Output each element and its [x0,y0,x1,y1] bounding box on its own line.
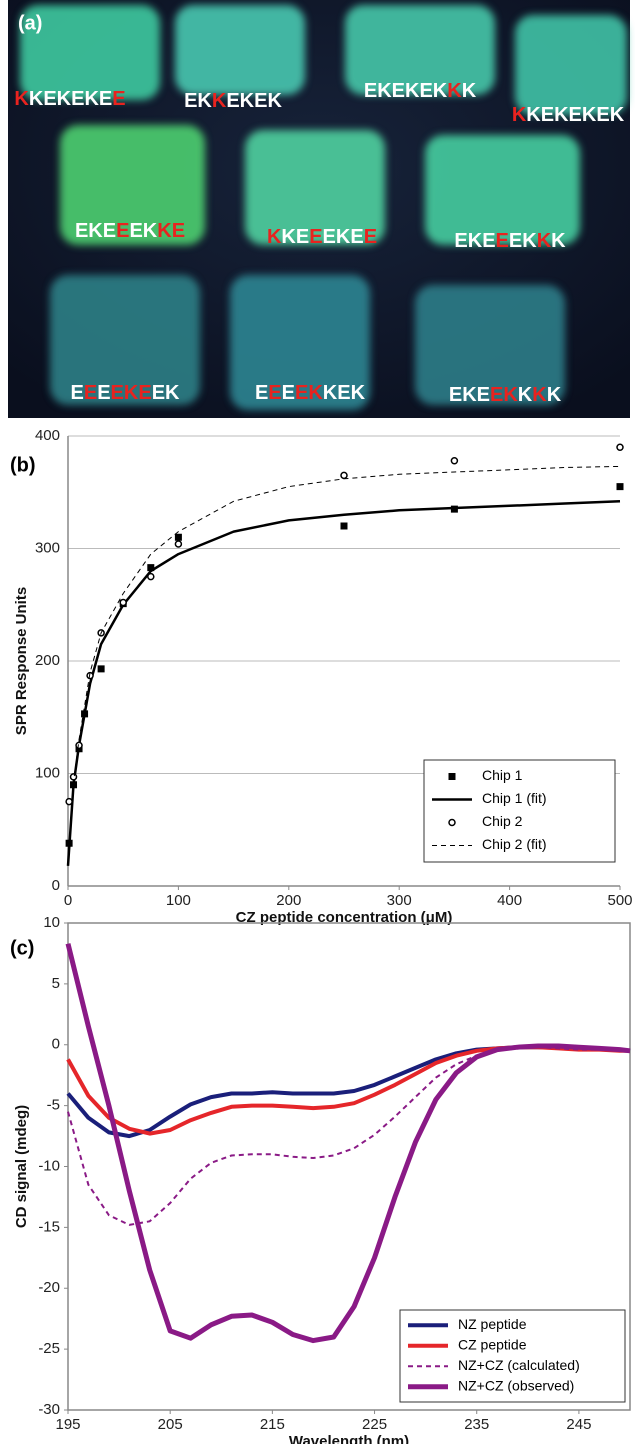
legend-box [423,759,616,863]
colony-label: EKEEEKKE [75,220,185,242]
y-tick-label: -10 [38,1157,60,1174]
x-tick-label: 225 [362,1416,387,1433]
y-tick-label: -5 [47,1097,60,1114]
colony-label: EKEKEKKK [364,80,477,102]
y-tick-label: 5 [52,975,60,992]
colony [345,5,495,95]
legend-label: CZ peptide [458,1336,527,1352]
y-tick-label: -30 [38,1401,60,1418]
panel-label: (c) [10,937,34,959]
x-tick-label: 0 [64,892,72,909]
point [174,533,182,541]
legend-label: NZ peptide [458,1316,527,1332]
colony-label: EKEEKKKK [449,384,562,406]
y-tick-label: 0 [52,1036,60,1053]
colony [515,15,627,115]
colony [175,5,305,95]
point [86,671,94,680]
colony-label: EKKEKEK [184,90,282,112]
colony [245,130,385,245]
panel-label: (b) [10,454,36,476]
legend-label: NZ+CZ (observed) [458,1377,574,1393]
line [67,465,621,866]
y-tick-label: 200 [35,652,60,669]
y-axis-label: CD signal (mdeg) [13,1105,30,1228]
legend-label: Chip 1 (fit) [482,790,547,806]
y-tick-label: -20 [38,1279,60,1296]
point [69,773,78,781]
point [147,564,155,572]
y-tick-label: -15 [38,1218,60,1235]
line [67,1046,630,1226]
point [340,522,348,530]
legend-swatch [448,773,456,780]
legend-label: Chip 2 (fit) [482,836,547,852]
x-tick-label: 200 [276,892,301,909]
legend-label: Chip 1 [482,767,523,783]
colony-label: EEEEKEEK [71,382,181,404]
colony [50,275,200,405]
x-tick-label: 400 [497,892,522,909]
point [450,457,459,465]
y-axis-label: SPR Response Units [13,587,30,735]
colony [60,125,205,245]
x-tick-label: 215 [260,1416,285,1433]
point [174,540,183,548]
colony-label: EKEEEKKK [454,230,566,252]
x-axis-label: CZ peptide concentration (μM) [236,909,453,926]
point [616,443,624,451]
x-tick-label: 195 [55,1416,80,1433]
point [65,797,73,806]
point [119,598,127,607]
x-tick-label: 100 [166,892,191,909]
panel-label: (a) [18,12,42,34]
colonies [20,5,627,410]
line [65,943,631,1344]
x-tick-label: 205 [158,1416,183,1433]
point [75,741,83,750]
colony [415,285,565,405]
line [66,500,621,866]
y-tick-label: 300 [35,539,60,556]
x-axis-label: Wavelength (nm) [289,1433,409,1444]
point [616,483,624,491]
colony-label: EEEEKKEK [255,382,366,404]
x-tick-label: 235 [464,1416,489,1433]
y-tick-label: 10 [43,914,60,931]
y-tick-label: 100 [35,764,60,781]
colony [230,275,370,410]
colony-label: KKEEEKEE [267,226,377,248]
colony-label: KKEKEKEE [14,88,125,110]
colony-label: KKEKEKEK [512,104,625,126]
legend-label: Chip 2 [482,813,523,829]
y-tick-label: 0 [52,877,60,894]
point [147,572,155,581]
legend-swatch [448,818,456,827]
x-tick-label: 500 [607,892,632,909]
colony [425,135,580,245]
y-tick-label: 400 [35,427,60,444]
point [97,665,105,673]
point [340,471,348,480]
x-tick-label: 300 [387,892,412,909]
colony [20,5,160,100]
y-tick-label: -25 [38,1340,60,1357]
legend-label: NZ+CZ (calculated) [458,1357,580,1373]
x-tick-label: 245 [566,1416,591,1433]
line [66,1045,631,1139]
